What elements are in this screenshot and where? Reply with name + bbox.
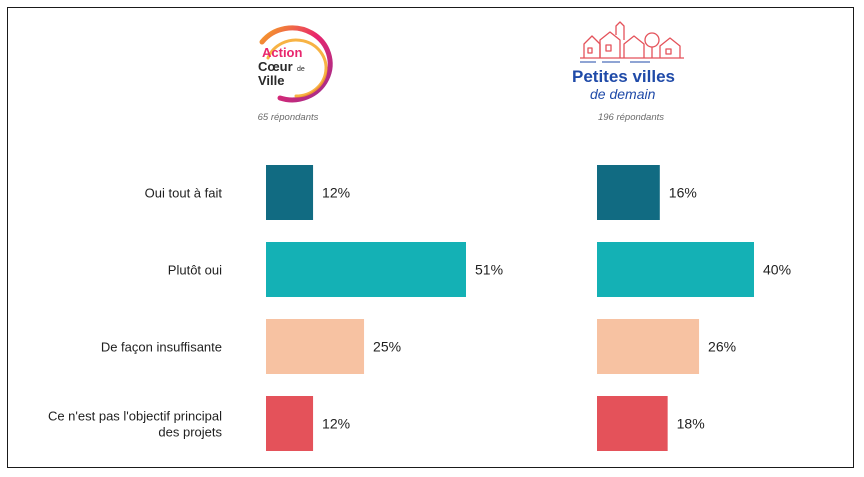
town-skyline-icon (580, 21, 684, 63)
bar-acv-4 (266, 396, 314, 451)
value-label-acv-1: 12% (322, 185, 350, 201)
chart-marks: 12% 51% 25% 12% 16% 40% 26% 18% Oui tout à fait P… (48, 165, 791, 451)
category-label-3: De façon insuffisante (101, 340, 222, 355)
logo-text-de-demain: de demain (590, 86, 656, 102)
bar-acv-1 (266, 165, 314, 220)
figure-frame (7, 7, 854, 468)
value-label-pvd-1: 16% (669, 185, 697, 201)
logo-text-petites-villes: Petites villes (572, 67, 675, 86)
value-label-acv-3: 25% (373, 339, 401, 355)
value-label-acv-2: 51% (475, 262, 503, 278)
value-label-pvd-3: 26% (708, 339, 736, 355)
logo-text-de: de (297, 66, 305, 73)
logo-text-action: Action (262, 45, 303, 60)
bar-pvd-3 (597, 319, 700, 374)
category-label-4: Ce n'est pas l'objectif principal des pro… (48, 409, 223, 440)
bar-acv-3 (266, 319, 365, 374)
category-label-1: Oui tout à fait (145, 186, 223, 201)
bar-pvd-1 (597, 165, 660, 220)
right-panel-respondents: 196 répondants (598, 112, 664, 123)
action-coeur-de-ville-logo: Action Cœur de Ville (258, 25, 333, 103)
left-panel-respondents: 65 répondants (258, 112, 319, 123)
value-label-pvd-4: 18% (677, 416, 705, 432)
logo-text-ville: Ville (258, 73, 285, 88)
logo-text-coeur: Cœur (258, 59, 293, 74)
value-label-acv-4: 12% (322, 416, 350, 432)
bar-acv-2 (266, 242, 466, 297)
bar-pvd-2 (597, 242, 754, 297)
bar-pvd-4 (597, 396, 668, 451)
category-label-2: Plutôt oui (168, 263, 222, 278)
petites-villes-de-demain-logo: Petites villes de demain (572, 21, 684, 102)
value-label-pvd-2: 40% (763, 262, 791, 278)
